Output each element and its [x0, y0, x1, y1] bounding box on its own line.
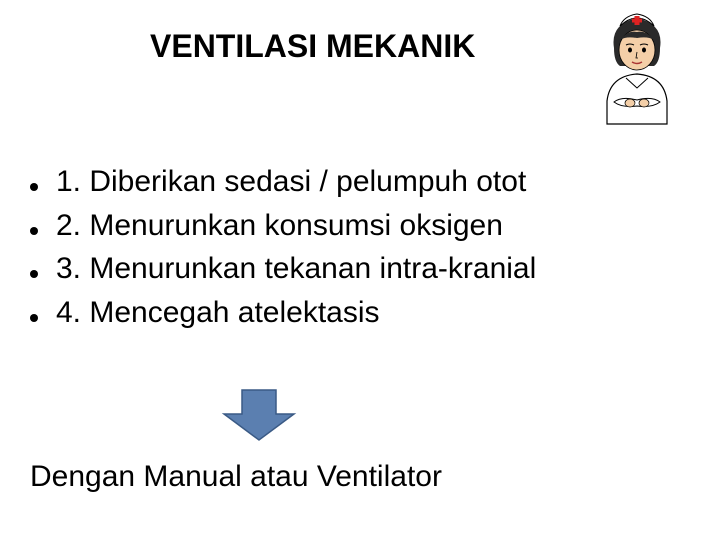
page-title: VENTILASI MEKANIK — [150, 28, 475, 65]
bullet-dot-icon — [30, 227, 38, 235]
list-item: 2. Menurunkan konsumsi oksigen — [30, 204, 536, 248]
list-item: 4. Mencegah atelektasis — [30, 291, 536, 335]
bullet-list: 1. Diberikan sedasi / pelumpuh otot 2. M… — [30, 160, 536, 334]
list-item-text: 1. Diberikan sedasi / pelumpuh otot — [56, 160, 526, 204]
bullet-dot-icon — [30, 270, 38, 278]
bullet-dot-icon — [30, 183, 38, 191]
nurse-illustration — [592, 6, 682, 126]
bottom-text: Dengan Manual atau Ventilator — [30, 460, 442, 494]
list-item: 3. Menurunkan tekanan intra-kranial — [30, 247, 536, 291]
list-item: 1. Diberikan sedasi / pelumpuh otot — [30, 160, 536, 204]
list-item-text: 4. Mencegah atelektasis — [56, 291, 380, 335]
list-item-text: 3. Menurunkan tekanan intra-kranial — [56, 247, 536, 291]
arrow-down-icon — [220, 386, 298, 442]
bullet-dot-icon — [30, 314, 38, 322]
list-item-text: 2. Menurunkan konsumsi oksigen — [56, 204, 503, 248]
